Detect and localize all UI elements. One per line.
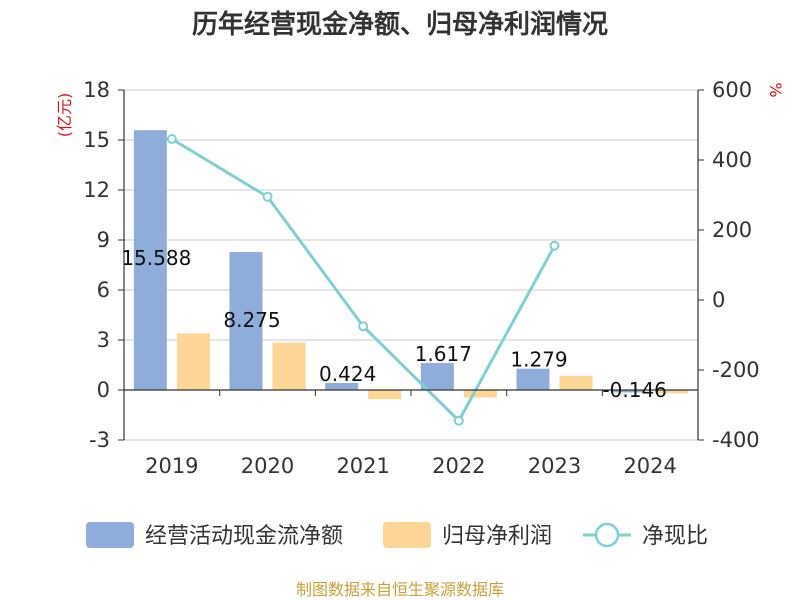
data-label-2020: 8.275 (223, 308, 280, 332)
bar-cashflow-2020 (229, 252, 263, 390)
right-tick-label: 600 (712, 78, 752, 102)
bar-netprofit-2022 (463, 390, 497, 398)
x-tick-label: 2024 (623, 454, 676, 478)
right-tick-label: 400 (712, 148, 752, 172)
right-tick-label: 200 (712, 218, 752, 242)
left-tick-label: 12 (83, 178, 110, 202)
chart-title: 历年经营现金净额、归母净利润情况 (192, 9, 608, 40)
legend-label-ratio: 净现比 (642, 524, 708, 549)
x-axis: 2019 2020 2021 2022 2023 2024 (123, 389, 699, 478)
bar-cashflow-2021 (325, 382, 359, 390)
left-tick-label: 18 (83, 78, 110, 102)
data-label-2024: -0.146 (602, 378, 666, 402)
data-label-2023: 1.279 (510, 348, 567, 372)
bar-netprofit-2024 (655, 390, 689, 394)
left-tick-label: 9 (97, 228, 110, 252)
ratio-line (166, 134, 560, 426)
legend-label-cashflow: 经营活动现金流净额 (145, 524, 343, 549)
bar-cashflow-2024 (612, 390, 646, 393)
left-tick-label: 3 (97, 328, 110, 352)
x-tick-label: 2023 (528, 454, 581, 478)
right-tick-label: -200 (712, 358, 760, 382)
data-label-2019: 15.588 (121, 246, 191, 270)
legend-swatch-netprofit (383, 522, 431, 548)
right-axis: 600 400 200 0 -200 -400 (697, 78, 760, 452)
ratio-point-2019 (166, 134, 177, 144)
bar-cashflow-2023 (516, 368, 550, 390)
x-tick-label: 2021 (336, 454, 389, 478)
left-axis: 18 15 12 9 6 3 0 -3 (83, 78, 125, 452)
x-tick-label: 2022 (432, 454, 485, 478)
bar-cashflow-2019 (133, 130, 167, 390)
bar-netprofit-2020 (272, 342, 306, 390)
right-axis-unit: % (766, 82, 785, 97)
data-label-2022: 1.617 (415, 342, 472, 366)
x-tick-label: 2019 (145, 454, 198, 478)
ratio-point-2020 (262, 191, 273, 202)
data-labels: 15.588 8.275 0.424 1.617 1.279 -0.146 (121, 246, 667, 402)
left-tick-label: -3 (89, 428, 110, 452)
ratio-point-2021 (358, 321, 369, 332)
legend-swatch-cashflow (86, 522, 134, 548)
right-tick-label: 0 (712, 288, 725, 312)
left-tick-label: 15 (83, 128, 110, 152)
data-label-2021: 0.424 (319, 362, 376, 386)
data-source: 制图数据来自恒生聚源数据库 (296, 580, 504, 599)
x-tick-label: 2020 (241, 454, 294, 478)
ratio-point-2023 (549, 240, 560, 251)
ratio-point-2022 (453, 415, 464, 426)
bar-netprofit-2023 (559, 375, 593, 390)
bars (133, 130, 689, 400)
bar-netprofit-2019 (176, 333, 210, 390)
legend: 经营活动现金流净额 归母净利润 净现比 (86, 522, 708, 549)
legend-marker-ratio (594, 522, 620, 548)
bar-netprofit-2021 (368, 390, 402, 400)
left-axis-unit: (亿元) (55, 93, 74, 138)
left-tick-label: 0 (97, 378, 110, 402)
left-tick-label: 6 (97, 278, 110, 302)
legend-label-netprofit: 归母净利润 (442, 524, 552, 549)
bar-cashflow-2022 (420, 363, 454, 390)
right-tick-label: -400 (712, 428, 760, 452)
